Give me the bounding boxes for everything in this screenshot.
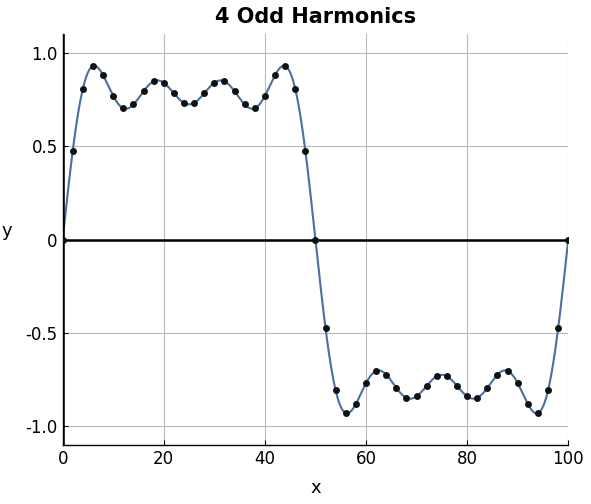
Y-axis label: y: y	[2, 222, 12, 239]
X-axis label: x: x	[310, 479, 321, 497]
Title: 4 Odd Harmonics: 4 Odd Harmonics	[215, 7, 416, 27]
